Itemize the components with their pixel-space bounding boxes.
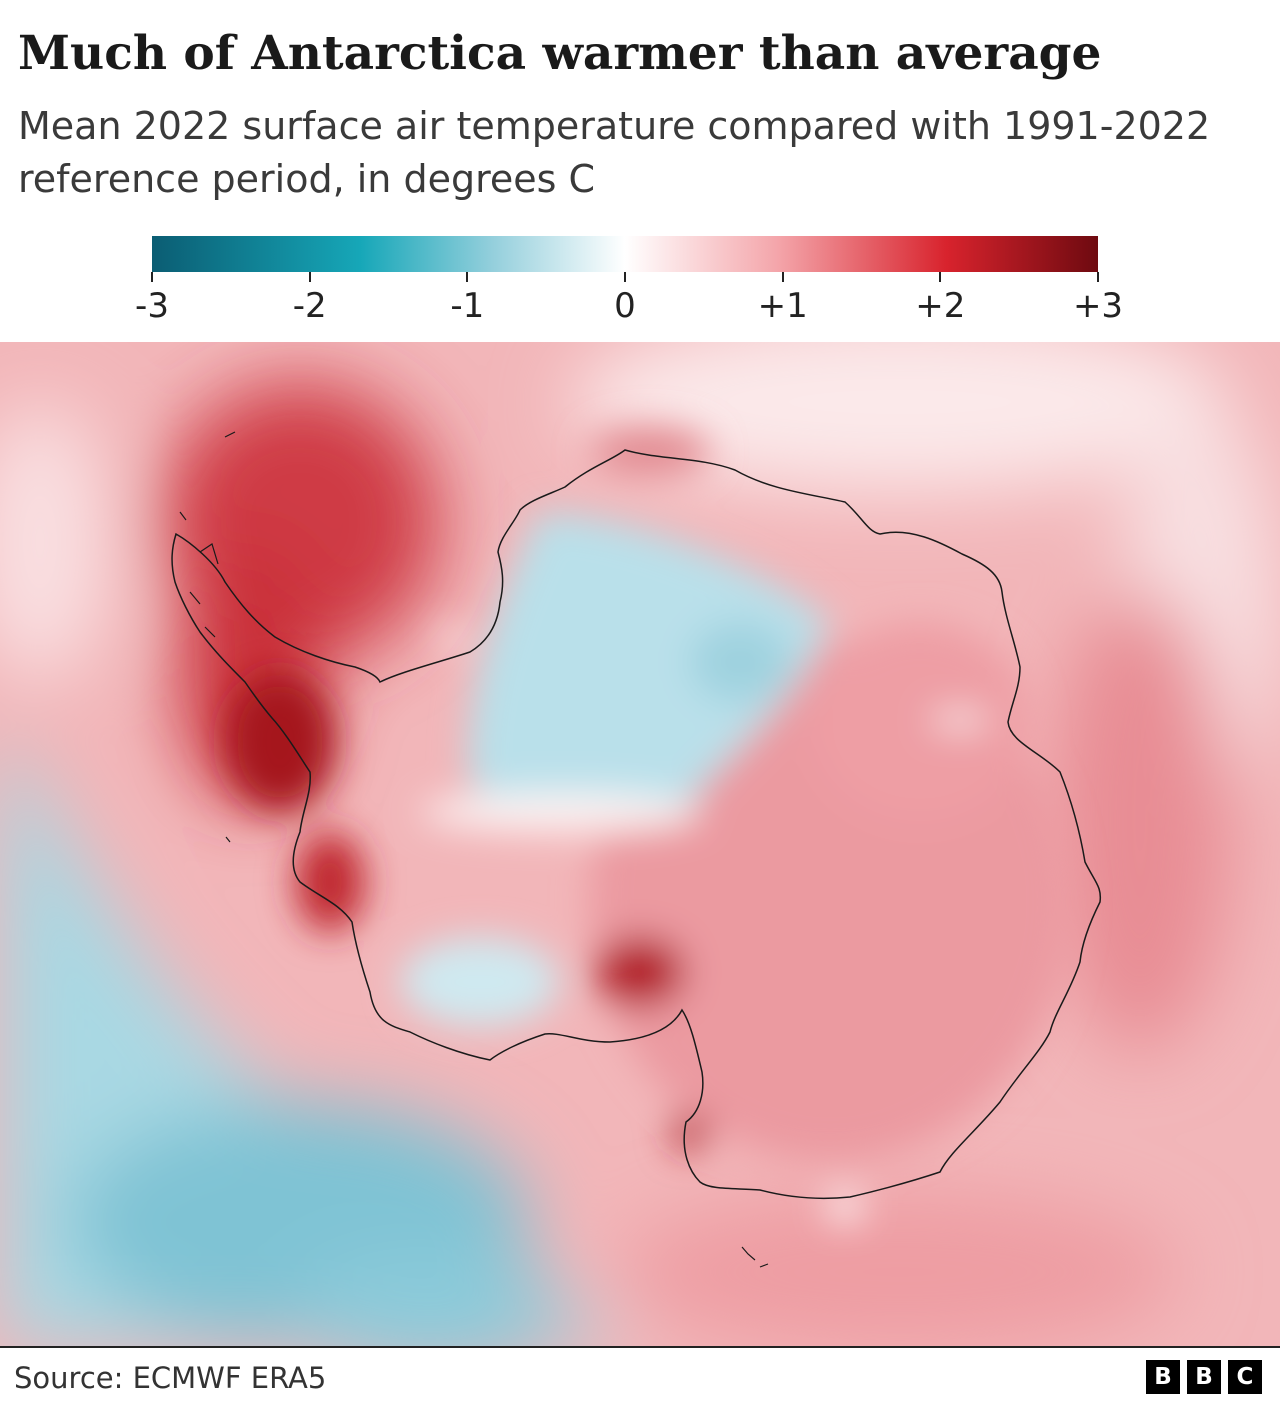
chart-subtitle: Mean 2022 surface air temperature compar… bbox=[18, 104, 1211, 201]
source-note: Source: ECMWF ERA5 bbox=[14, 1361, 327, 1395]
logo-letter: B bbox=[1146, 1360, 1180, 1394]
scale-tick bbox=[1097, 272, 1099, 282]
color-scale-legend: -3 -2 -1 0 +1 +2 +3 bbox=[0, 0, 1280, 340]
scale-tick-label: +2 bbox=[915, 286, 966, 326]
scale-tick-label: +3 bbox=[1072, 286, 1124, 326]
logo-letter: B bbox=[1187, 1360, 1221, 1394]
scale-tick-label: 0 bbox=[614, 286, 636, 326]
scale-tick-label: -3 bbox=[135, 286, 169, 326]
bbc-logo: B B C bbox=[1146, 1360, 1262, 1394]
scale-tick bbox=[624, 272, 626, 282]
scale-tick bbox=[781, 272, 784, 282]
scale-tick bbox=[151, 272, 153, 282]
chart-title: Much of Antarctica warmer than average bbox=[18, 26, 1102, 81]
scale-tick bbox=[308, 272, 311, 282]
scale-tick-label: -2 bbox=[292, 286, 327, 326]
anomaly-field-broad bbox=[0, 342, 1280, 1346]
antarctic-peninsula-islands bbox=[179, 431, 769, 1268]
temperature-anomaly-map bbox=[0, 342, 1280, 1346]
footer-rule bbox=[0, 1346, 1280, 1348]
antarctica-coastline bbox=[171, 449, 1102, 1200]
scale-tick-label: -1 bbox=[450, 286, 485, 326]
anomaly-field-continent bbox=[225, 427, 1070, 1221]
scale-tick bbox=[466, 272, 469, 282]
scale-tick-label: +1 bbox=[757, 286, 808, 326]
logo-letter: C bbox=[1228, 1360, 1262, 1394]
scale-tick bbox=[939, 272, 942, 282]
color-scale-bar bbox=[152, 236, 1098, 272]
